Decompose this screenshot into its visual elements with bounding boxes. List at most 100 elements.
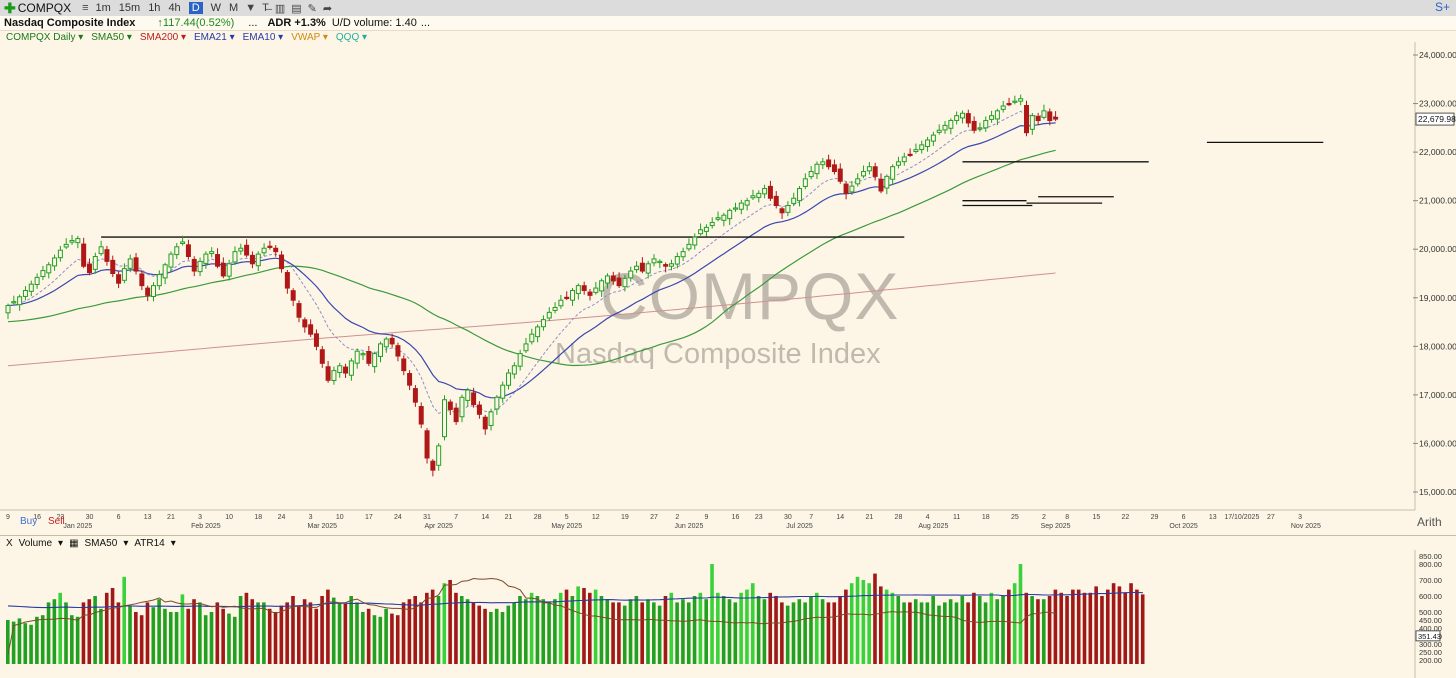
legend-item[interactable]: VWAP ▾ bbox=[291, 32, 328, 43]
volume-indicator-label[interactable]: Volume bbox=[18, 538, 53, 549]
candle-body bbox=[709, 222, 715, 227]
volume-bar bbox=[198, 602, 202, 664]
caret-icon[interactable]: ▾ bbox=[123, 538, 129, 549]
timeframe-1h[interactable]: 1h bbox=[148, 2, 161, 14]
volume-bar bbox=[174, 612, 179, 664]
volume-bar bbox=[861, 580, 866, 664]
bar-chart-icon[interactable]: ▥ bbox=[274, 2, 286, 15]
dropdown-caret-icon[interactable]: ▼ bbox=[245, 2, 257, 14]
sell-button[interactable]: Sell bbox=[48, 516, 65, 527]
legend-item[interactable]: SMA50 ▾ bbox=[91, 32, 132, 43]
timeframe-monthly[interactable]: M bbox=[229, 2, 239, 14]
candle-body bbox=[692, 236, 698, 246]
volume-bar bbox=[285, 602, 289, 664]
candle-body bbox=[1018, 98, 1024, 102]
drawing-icon[interactable]: ✎ bbox=[307, 2, 317, 15]
candle-body bbox=[442, 399, 447, 438]
date-tick-label: 27 bbox=[1267, 514, 1275, 521]
volume-bar bbox=[948, 599, 953, 664]
date-tick-label: 2 bbox=[675, 514, 679, 521]
candle-body bbox=[866, 166, 872, 172]
symbol-input[interactable]: COMPQX bbox=[17, 1, 72, 15]
volume-bar bbox=[849, 583, 854, 664]
volume-bar bbox=[972, 592, 976, 664]
candle-body bbox=[506, 372, 512, 386]
volume-bar bbox=[425, 592, 429, 664]
candle-body bbox=[424, 430, 430, 459]
volume-tick-label: 700.00 bbox=[1419, 576, 1442, 585]
month-tick-label: Feb 2025 bbox=[191, 523, 221, 530]
candle-body bbox=[34, 276, 40, 285]
legend-item[interactable]: COMPQX Daily ▾ bbox=[6, 32, 84, 43]
candle-body bbox=[849, 185, 855, 193]
buy-button[interactable]: Buy bbox=[20, 516, 38, 527]
date-tick-label: 16 bbox=[732, 514, 740, 521]
volume-bar bbox=[1105, 589, 1110, 664]
legend-item[interactable]: SMA200 ▾ bbox=[139, 32, 187, 43]
caret-icon[interactable]: ▾ bbox=[58, 538, 64, 549]
volume-bar bbox=[419, 602, 423, 664]
indicators-icon[interactable]: T̶ bbox=[262, 2, 269, 14]
close-pane-button[interactable]: X bbox=[6, 538, 13, 549]
instrument-name: Nasdaq Composite Index bbox=[4, 17, 136, 29]
legend-item[interactable]: EMA21 ▾ bbox=[194, 32, 235, 43]
volume-indicator-lines bbox=[7, 577, 1143, 655]
timeframe-weekly[interactable]: W bbox=[210, 2, 222, 14]
sma50-indicator-label[interactable]: SMA50 bbox=[84, 538, 118, 549]
volume-bar bbox=[838, 596, 842, 664]
candle-body bbox=[319, 349, 325, 364]
timeframe-daily[interactable]: D bbox=[188, 2, 203, 14]
candle-body bbox=[226, 263, 232, 277]
date-tick-label: 17 bbox=[365, 514, 373, 521]
volume-tick-label: 800.00 bbox=[1419, 560, 1442, 569]
month-tick-label: Aug 2025 bbox=[918, 523, 948, 530]
candle-body bbox=[139, 273, 145, 287]
timeframe-15m[interactable]: 15m bbox=[118, 2, 141, 14]
volume-bar bbox=[297, 605, 301, 664]
candle-body bbox=[255, 253, 261, 267]
candle-body bbox=[575, 285, 581, 295]
share-icon[interactable]: ➦ bbox=[322, 2, 333, 15]
volume-bar bbox=[768, 592, 773, 664]
candle-body bbox=[494, 396, 500, 410]
volume-bar bbox=[157, 599, 161, 664]
volume-bar bbox=[1111, 583, 1116, 664]
layout-icon[interactable]: ▤ bbox=[291, 2, 302, 15]
volume-bar bbox=[93, 596, 97, 664]
candle-body bbox=[954, 115, 960, 121]
volume-bar bbox=[349, 596, 353, 664]
candle-body bbox=[535, 326, 541, 338]
scale-mode[interactable]: Arith bbox=[1417, 515, 1442, 529]
candle-body bbox=[337, 365, 343, 373]
grid-icon[interactable]: ▦ bbox=[69, 538, 79, 549]
candle-body bbox=[28, 283, 34, 292]
volume-bar bbox=[267, 608, 272, 664]
candle-body bbox=[348, 360, 354, 376]
volume-bar bbox=[262, 602, 266, 664]
candle-body bbox=[284, 272, 290, 289]
date-tick-label: 3 bbox=[309, 514, 313, 521]
candle-body bbox=[686, 243, 692, 250]
volume-bar bbox=[855, 576, 860, 664]
timeframe-4h[interactable]: 4h bbox=[168, 2, 181, 14]
volume-bar bbox=[343, 604, 348, 664]
volume-bar bbox=[628, 599, 633, 664]
caret-icon[interactable]: ▾ bbox=[170, 538, 176, 549]
atr14-indicator-label[interactable]: ATR14 bbox=[134, 538, 165, 549]
timeframe-1m[interactable]: 1m bbox=[95, 2, 111, 14]
candle-body bbox=[366, 351, 372, 364]
candle-body bbox=[162, 264, 168, 279]
month-tick-label: Nov 2025 bbox=[1291, 523, 1321, 530]
legend-item[interactable]: EMA10 ▾ bbox=[242, 32, 284, 43]
volume-bar bbox=[494, 608, 499, 664]
legend-item[interactable]: QQQ ▾ bbox=[335, 32, 368, 43]
candle-body bbox=[325, 366, 331, 381]
candle-body bbox=[209, 251, 215, 255]
volume-bar bbox=[721, 596, 726, 664]
date-tick-label: 4 bbox=[926, 514, 930, 521]
volume-bar bbox=[523, 599, 528, 664]
volume-bar bbox=[506, 605, 511, 664]
plus-badge[interactable]: S+ bbox=[1434, 0, 1450, 14]
add-icon[interactable]: ✚ bbox=[4, 0, 16, 16]
volume-bar bbox=[652, 602, 656, 664]
